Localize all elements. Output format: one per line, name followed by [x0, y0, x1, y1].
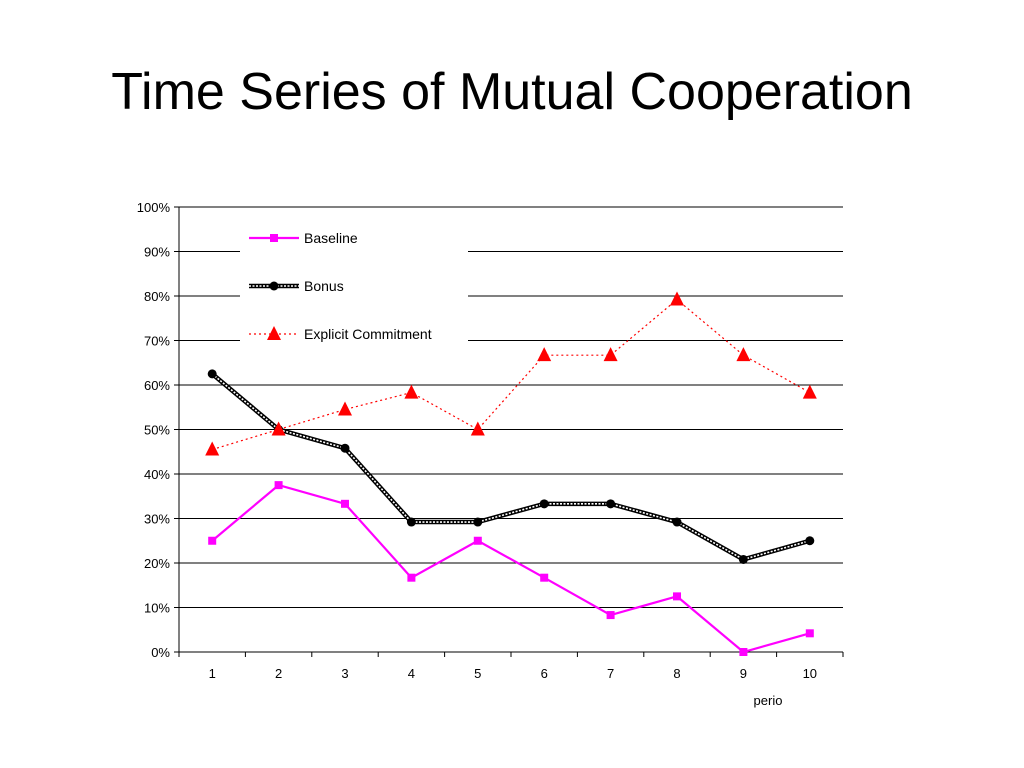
data-point [473, 536, 482, 545]
x-axis-label: perio [754, 693, 783, 708]
data-point [271, 421, 286, 436]
axes: 0% 10% 20% 30% 40% 50% 60% 70% 80% 90% 100% 1 2 3 4 5 6 7… [137, 200, 844, 708]
data-point [338, 401, 352, 416]
slide-title: Time Series of Mutual Cooperation [111, 63, 913, 121]
x-tick-label: 7 [607, 666, 614, 681]
y-tick-label: 80% [144, 289, 170, 304]
series-explicit-commitment [205, 291, 817, 456]
x-tick-label: 2 [275, 666, 282, 681]
x-tick-label: 4 [408, 666, 415, 681]
x-tick-label: 5 [474, 666, 481, 681]
data-point [537, 347, 552, 362]
data-point [473, 517, 483, 527]
data-point [269, 281, 279, 291]
data-point [603, 347, 618, 362]
y-tick-label: 70% [144, 334, 170, 349]
data-point [267, 326, 281, 340]
data-point [805, 629, 814, 638]
x-tick-label: 6 [541, 666, 548, 681]
data-point [274, 481, 283, 490]
data-point [606, 611, 615, 620]
data-point [407, 573, 416, 582]
data-point [736, 347, 751, 362]
series-lines [205, 291, 817, 656]
series-baseline [208, 481, 814, 656]
legend-entry: Explicit Commitment [249, 326, 432, 342]
data-point [802, 384, 817, 399]
x-tick-label: 9 [740, 666, 747, 681]
x-tick-label: 8 [673, 666, 680, 681]
data-point [540, 573, 549, 582]
legend-label: Bonus [304, 278, 344, 294]
series-line [210, 372, 811, 562]
y-tick-label: 20% [144, 556, 170, 571]
y-tick-label: 40% [144, 467, 170, 482]
y-tick-label: 0% [151, 645, 170, 660]
y-tick-label: 90% [144, 245, 170, 260]
data-point [270, 234, 278, 242]
data-point [470, 421, 485, 436]
y-tick-label: 30% [144, 512, 170, 527]
legend-label: Baseline [304, 230, 358, 246]
x-tick-label: 1 [209, 666, 216, 681]
data-point [606, 499, 616, 509]
data-point [208, 536, 217, 545]
y-tick-label: 10% [144, 601, 170, 616]
data-point [205, 441, 220, 456]
y-tick-label: 100% [137, 200, 171, 215]
x-tick-label: 3 [341, 666, 348, 681]
data-point [406, 517, 416, 527]
legend-label: Explicit Commitment [304, 326, 432, 342]
series-line [211, 483, 811, 654]
data-point [404, 384, 419, 399]
data-point [738, 554, 748, 564]
data-point [672, 517, 682, 527]
series-bonus [207, 369, 815, 564]
y-tick-label: 50% [144, 423, 170, 438]
x-tick-label: 10 [803, 666, 817, 681]
data-point [670, 291, 684, 306]
data-point [805, 536, 815, 546]
data-point [207, 369, 217, 379]
data-point [341, 499, 349, 508]
legend-entry: Baseline [249, 230, 358, 246]
data-point [673, 592, 681, 601]
legend: Baseline Bonus Explicit Commitment [240, 216, 468, 348]
data-point [739, 648, 748, 656]
legend-entry: Bonus [249, 278, 344, 294]
series-line-inner [211, 373, 811, 561]
data-point [340, 443, 350, 453]
y-tick-label: 60% [144, 378, 170, 393]
data-point [539, 499, 549, 509]
